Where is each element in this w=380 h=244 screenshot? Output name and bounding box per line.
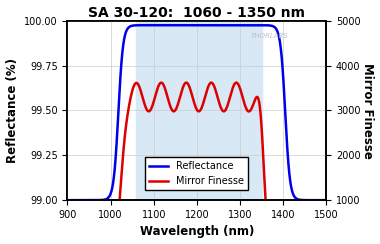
Text: THORLABS: THORLABS (251, 33, 289, 39)
Title: SA 30-120:  1060 - 1350 nm: SA 30-120: 1060 - 1350 nm (88, 6, 306, 20)
X-axis label: Wavelength (nm): Wavelength (nm) (139, 225, 254, 238)
Reflectance (319, 199, 323, 202)
Mirror Finesse (165, 92, 169, 95)
Line: Mirror Finesse: Mirror Finesse (111, 83, 272, 243)
Reflectance (324, 199, 328, 202)
Line: Reflectance: Reflectance (68, 25, 326, 200)
Y-axis label: Mirror Finesse: Mirror Finesse (361, 62, 374, 158)
Reflectance (165, 24, 169, 27)
Y-axis label: Reflectance (%): Reflectance (%) (6, 58, 19, 163)
Reflectance (110, 186, 115, 189)
Mirror Finesse (176, 103, 180, 106)
Reflectance (193, 24, 198, 27)
Reflectance (65, 199, 70, 202)
Reflectance (291, 193, 296, 196)
Reflectance (176, 24, 180, 27)
Mirror Finesse (110, 240, 115, 243)
Legend: Reflectance, Mirror Finesse: Reflectance, Mirror Finesse (145, 157, 248, 190)
Bar (136, 21, 261, 200)
Reflectance (95, 199, 99, 202)
